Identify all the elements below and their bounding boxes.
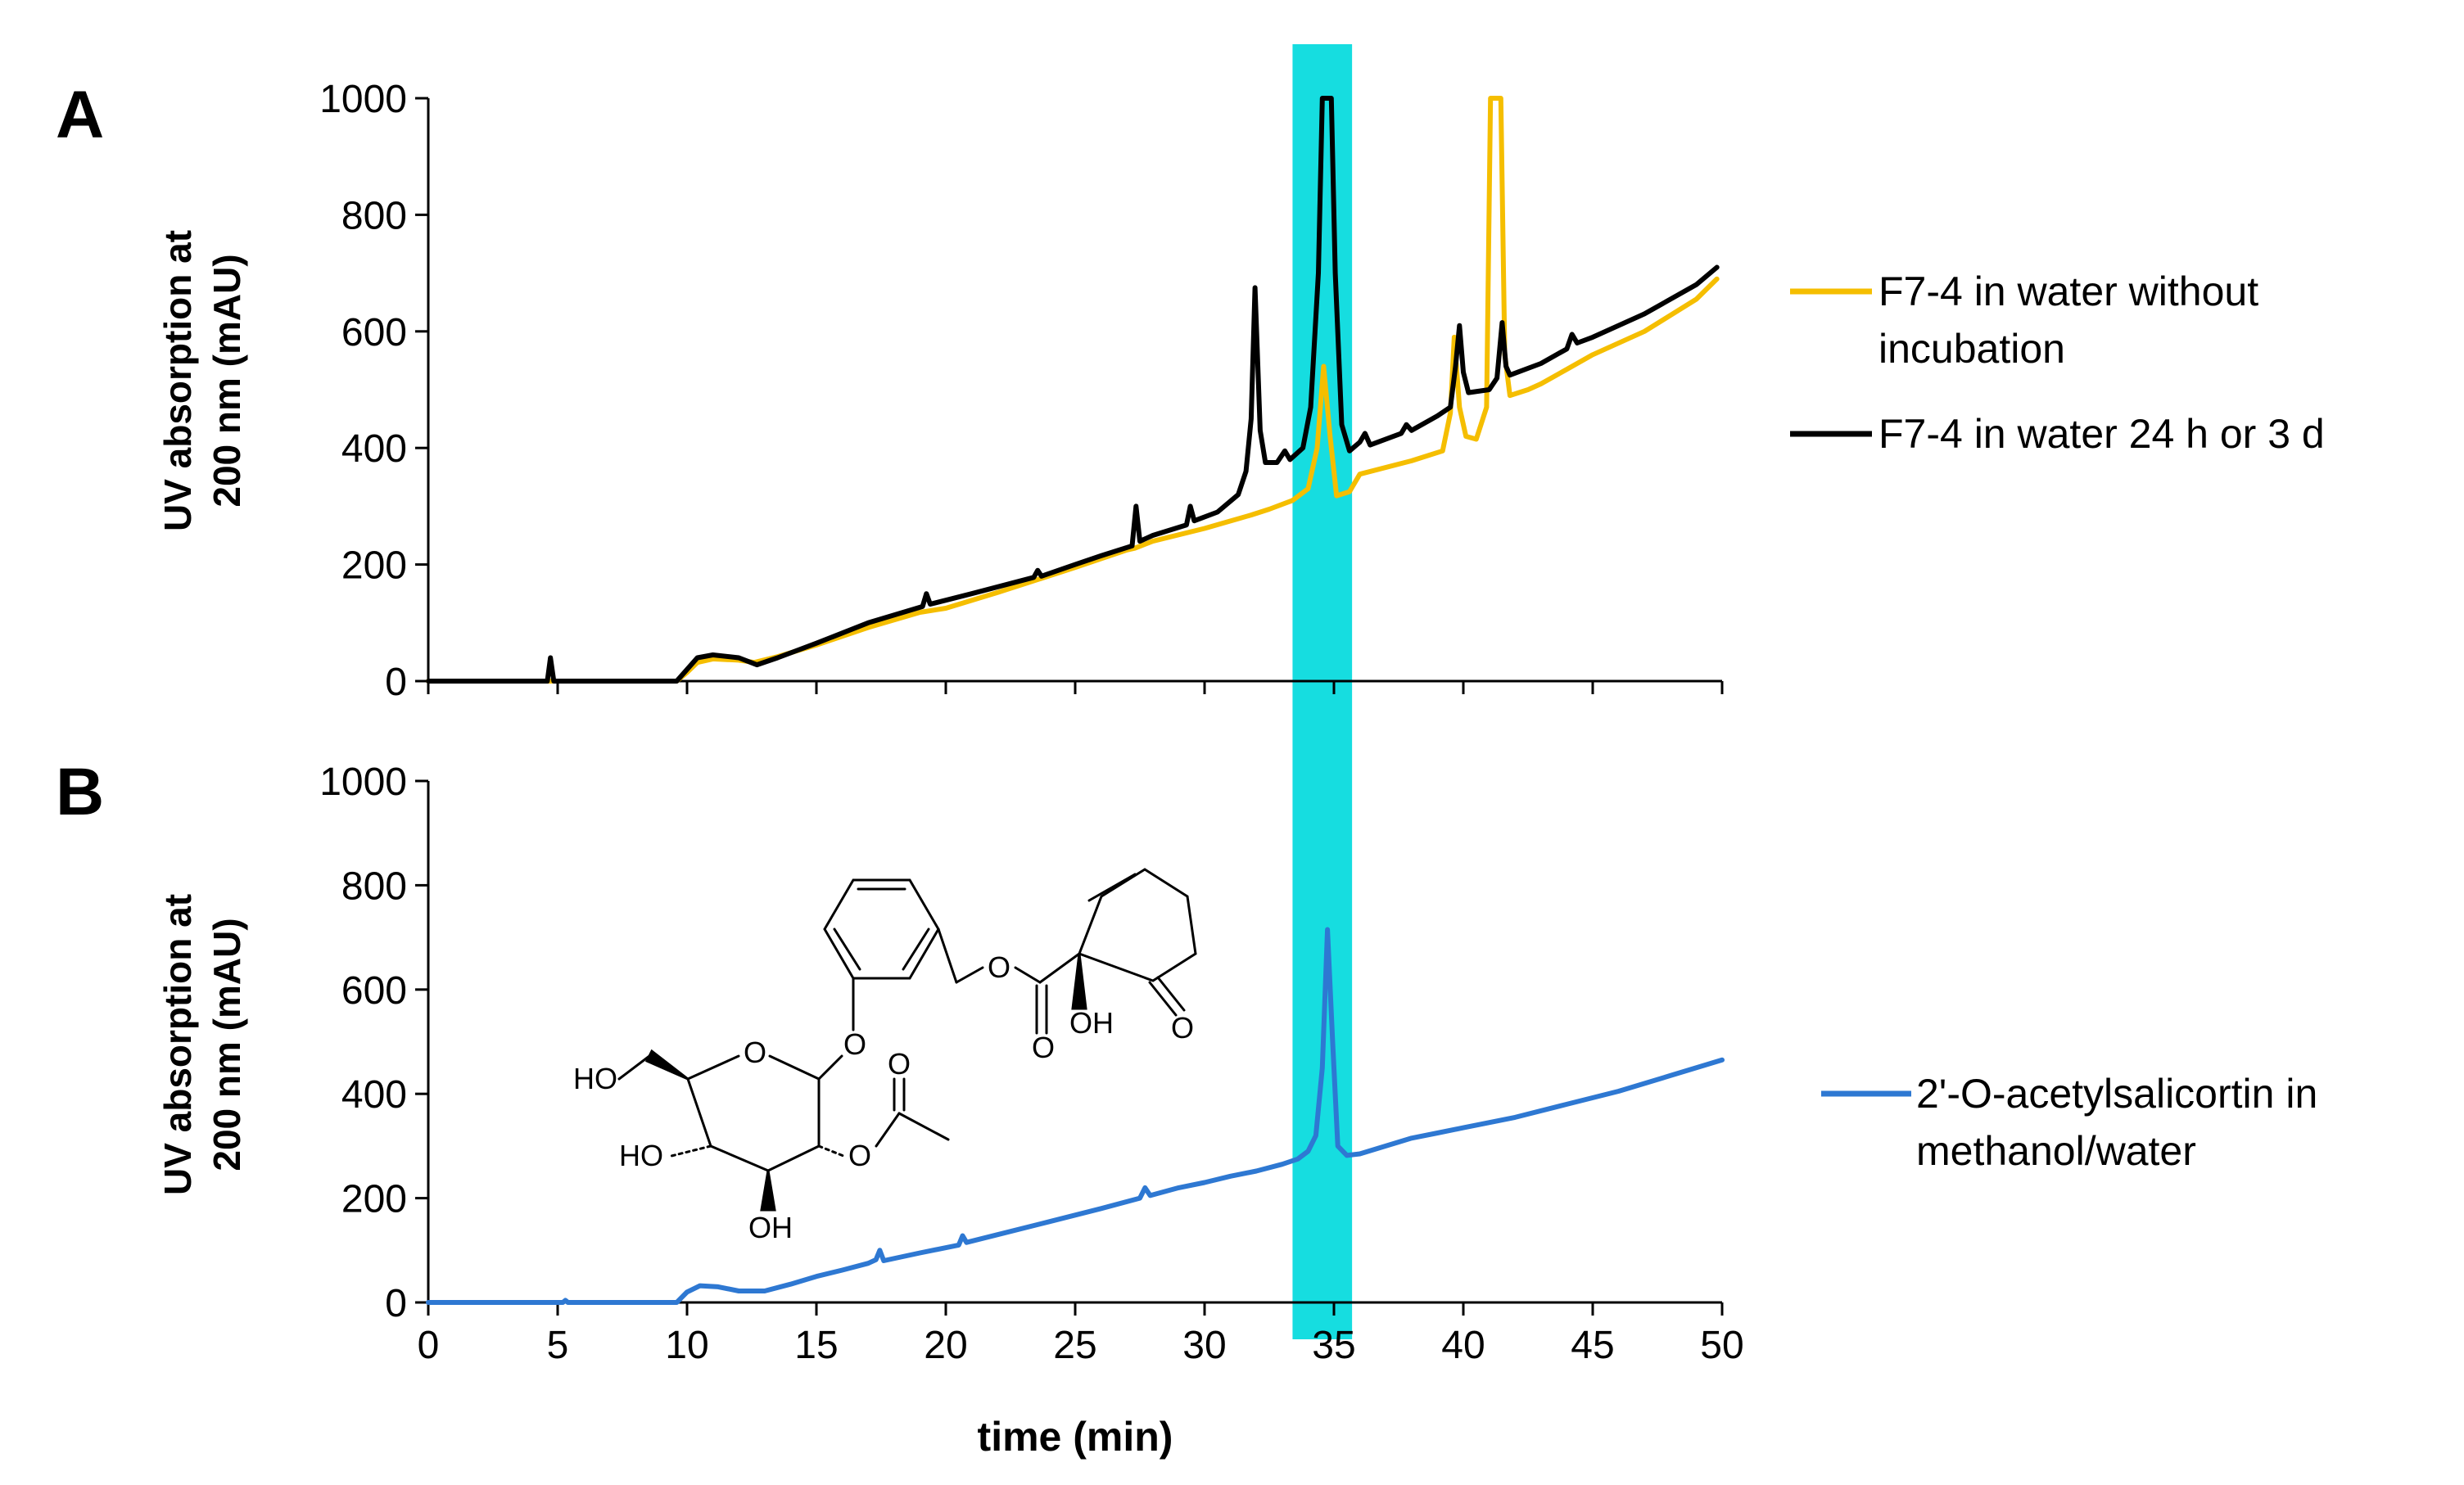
bond-acetyl-o-c [875, 1112, 901, 1148]
label-ester-carbonyl-o: O [1032, 1031, 1055, 1064]
x-tick-label: 30 [1182, 1324, 1226, 1367]
x-tick-label: 50 [1700, 1324, 1743, 1367]
panel-a-series [426, 96, 1720, 684]
y-tick-label: 800 [341, 194, 407, 237]
legend-label-24h-3d: F7-4 in water 24 h or 3 d [1879, 411, 2325, 457]
panel-b-series [426, 927, 1725, 1305]
label-oh-c3: OH [748, 1211, 793, 1244]
legend-label-no-incubation-line-1: F7-4 in water without [1879, 269, 2258, 314]
label-acetyl-carbonyl-o: O [888, 1047, 911, 1081]
x-tick-label: 0 [418, 1324, 440, 1367]
bond-ester-carbon [1038, 952, 1081, 984]
panel-a-axes: 0 200 400 600 800 1000 [319, 78, 1724, 704]
x-tick-label: 25 [1053, 1324, 1096, 1367]
benzene-double-bond-2 [902, 928, 930, 971]
bond-ketone-1 [1148, 981, 1178, 1017]
series-line-24h-3d [426, 96, 1720, 684]
chemical-structure-labels: HO O O O O OH O HO OH O O [573, 950, 1194, 1244]
label-glycosidic-o: O [843, 1027, 866, 1061]
bond-ch2-ho [617, 1054, 651, 1081]
chemical-structure [617, 868, 1197, 1212]
x-axis-title: time (min) [978, 1414, 1173, 1460]
panel-a-y-title-line-1: UV absorption at [156, 230, 199, 531]
y-tick-label: 400 [341, 427, 407, 471]
highlight-band [1292, 44, 1353, 1339]
y-tick-label: 200 [341, 1178, 407, 1221]
ring-bond-o5-c5 [686, 1054, 740, 1081]
x-tick-label: 10 [665, 1324, 708, 1367]
panel-a-label: A [56, 78, 104, 152]
x-tick-label: 45 [1571, 1324, 1614, 1367]
label-ketone-o: O [1171, 1011, 1194, 1045]
bond-ketone-2 [1156, 976, 1186, 1012]
bond-o-anomeric [817, 1054, 843, 1081]
legend-label-acetylsalicortin-line-1: 2'-O-acetylsalicortin in [1916, 1071, 2317, 1117]
panel-a-y-title-line-2: 200 nm (mAU) [206, 254, 248, 507]
y-tick-label: 400 [341, 1073, 407, 1117]
series-line-acetylsalicortin [426, 927, 1725, 1305]
y-tick-label: 0 [385, 661, 407, 704]
ring-bond-c5-c4 [686, 1077, 712, 1148]
panel-b: B UV absorption at 200 nm (mAU) 02004006… [56, 755, 2317, 1460]
wedge-ch2oh [644, 1049, 689, 1081]
label-ester-link-o: O [988, 950, 1010, 984]
legend-label-no-incubation-line-2: incubation [1879, 326, 2065, 372]
panel-a-legend: F7-4 in water without incubation F7-4 in… [1790, 269, 2325, 457]
label-tertiary-oh: OH [1069, 1006, 1114, 1040]
label-ho-ch2oh: HO [573, 1062, 617, 1095]
benzene-double-bond-3 [833, 928, 861, 971]
panel-b-y-title-line-1: UV absorption at [156, 894, 199, 1195]
x-tick-label: 35 [1312, 1324, 1355, 1367]
y-tick-label: 1000 [319, 761, 407, 804]
series-line-no-incubation [426, 96, 1720, 684]
y-tick-label: 1000 [319, 78, 407, 121]
bond-ch2 [937, 928, 958, 984]
label-ring-o: O [744, 1036, 766, 1069]
bond-acetyl-methyl [897, 1112, 950, 1141]
bond-o-c-ester [1014, 966, 1042, 984]
y-tick-label: 600 [341, 311, 407, 354]
y-tick-label: 600 [341, 969, 407, 1013]
ring-double-bond [1087, 873, 1137, 902]
wedge-oh [1071, 953, 1087, 1010]
panel-a-y-axis-title: UV absorption at 200 nm (mAU) [156, 230, 248, 531]
panel-a: A UV absorption at 200 nm (mAU) 0 200 400 6… [56, 78, 2325, 704]
panel-b-legend: 2'-O-acetylsalicortin in methanol/water [1821, 1071, 2317, 1174]
ring-bond-c4-c3 [709, 1144, 770, 1172]
x-tick-label: 20 [924, 1324, 967, 1367]
bond-c4-oh [670, 1144, 712, 1158]
x-tick-label: 5 [547, 1324, 569, 1367]
label-acetyl-link-o: O [848, 1139, 871, 1172]
bond-ch2-o [955, 966, 984, 984]
ring-bond-c1-o5 [768, 1054, 821, 1081]
y-tick-label: 0 [385, 1282, 407, 1325]
y-tick-label: 800 [341, 864, 407, 908]
panel-b-label: B [56, 755, 104, 829]
y-tick-label: 200 [341, 544, 407, 588]
ring-bond-c3-c2 [766, 1144, 821, 1172]
benzene-ring [823, 878, 940, 980]
cyclohexenone-ring [1078, 868, 1197, 982]
x-tick-label: 40 [1441, 1324, 1485, 1367]
wedge-c3-oh [760, 1170, 776, 1212]
panel-b-y-axis-title: UV absorption at 200 nm (mAU) [156, 894, 248, 1195]
panel-b-y-title-line-2: 200 nm (mAU) [206, 918, 248, 1171]
bond-c2-o-acetyl [817, 1144, 845, 1158]
legend-label-acetylsalicortin-line-2: methanol/water [1916, 1128, 2196, 1174]
x-tick-label: 15 [794, 1324, 838, 1367]
label-ho-c4: HO [619, 1139, 663, 1172]
